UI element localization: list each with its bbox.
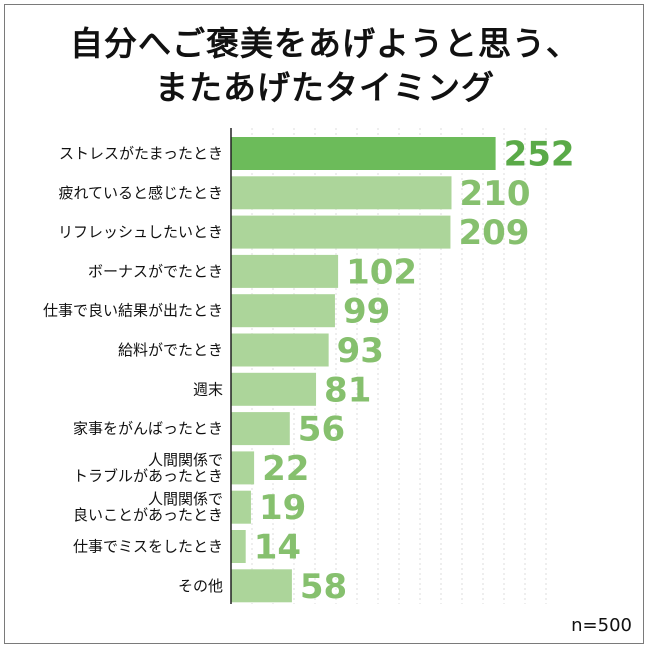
data-label: 209 bbox=[458, 213, 529, 253]
category-label: 給料がでたとき bbox=[118, 341, 223, 359]
bar bbox=[231, 569, 292, 603]
data-label: 210 bbox=[460, 174, 531, 214]
bar bbox=[231, 333, 329, 367]
category-label: ボーナスがでたとき bbox=[88, 262, 223, 280]
data-label: 81 bbox=[324, 370, 371, 410]
chart-title-line-2: またあげたタイミング bbox=[155, 68, 495, 107]
bar bbox=[231, 530, 246, 563]
category-label: 人間関係で bbox=[148, 490, 223, 508]
bar bbox=[231, 412, 290, 446]
category-label: 人間関係で bbox=[148, 451, 223, 469]
bar bbox=[231, 254, 339, 288]
category-label: 家事をがんばったとき bbox=[73, 420, 223, 438]
data-label: 22 bbox=[262, 449, 309, 489]
bar bbox=[231, 176, 452, 210]
chart-title-line-1: 自分へご褒美をあげようと思う、 bbox=[70, 24, 580, 63]
category-label: その他 bbox=[178, 577, 223, 595]
category-label: 週末 bbox=[193, 380, 223, 398]
bar bbox=[231, 451, 255, 485]
bar bbox=[231, 490, 251, 524]
data-label: 99 bbox=[343, 292, 390, 332]
data-label: 102 bbox=[346, 252, 417, 292]
category-label: 良いことがあったとき bbox=[73, 506, 223, 524]
category-label: トラブルがあったとき bbox=[73, 467, 223, 485]
data-label: 56 bbox=[298, 410, 345, 450]
bar bbox=[231, 137, 496, 170]
data-label: 252 bbox=[504, 135, 575, 175]
bar bbox=[231, 372, 317, 406]
data-label: 14 bbox=[254, 528, 301, 568]
category-label: 疲れていると感じたとき bbox=[58, 184, 223, 202]
category-label: ストレスがたまったとき bbox=[59, 145, 223, 163]
bar bbox=[231, 215, 451, 249]
data-label: 58 bbox=[300, 567, 347, 607]
bar bbox=[231, 294, 335, 328]
category-label: リフレッシュしたいとき bbox=[58, 223, 223, 241]
category-label: 仕事でミスをしたとき bbox=[73, 538, 223, 556]
data-label: 19 bbox=[259, 488, 306, 528]
data-label: 93 bbox=[337, 331, 384, 371]
chart-title: 自分へご褒美をあげようと思う、 またあげたタイミング bbox=[0, 22, 650, 110]
category-label: 仕事で良い結果が出たとき bbox=[43, 302, 223, 320]
sample-size-note: n=500 bbox=[571, 615, 632, 636]
